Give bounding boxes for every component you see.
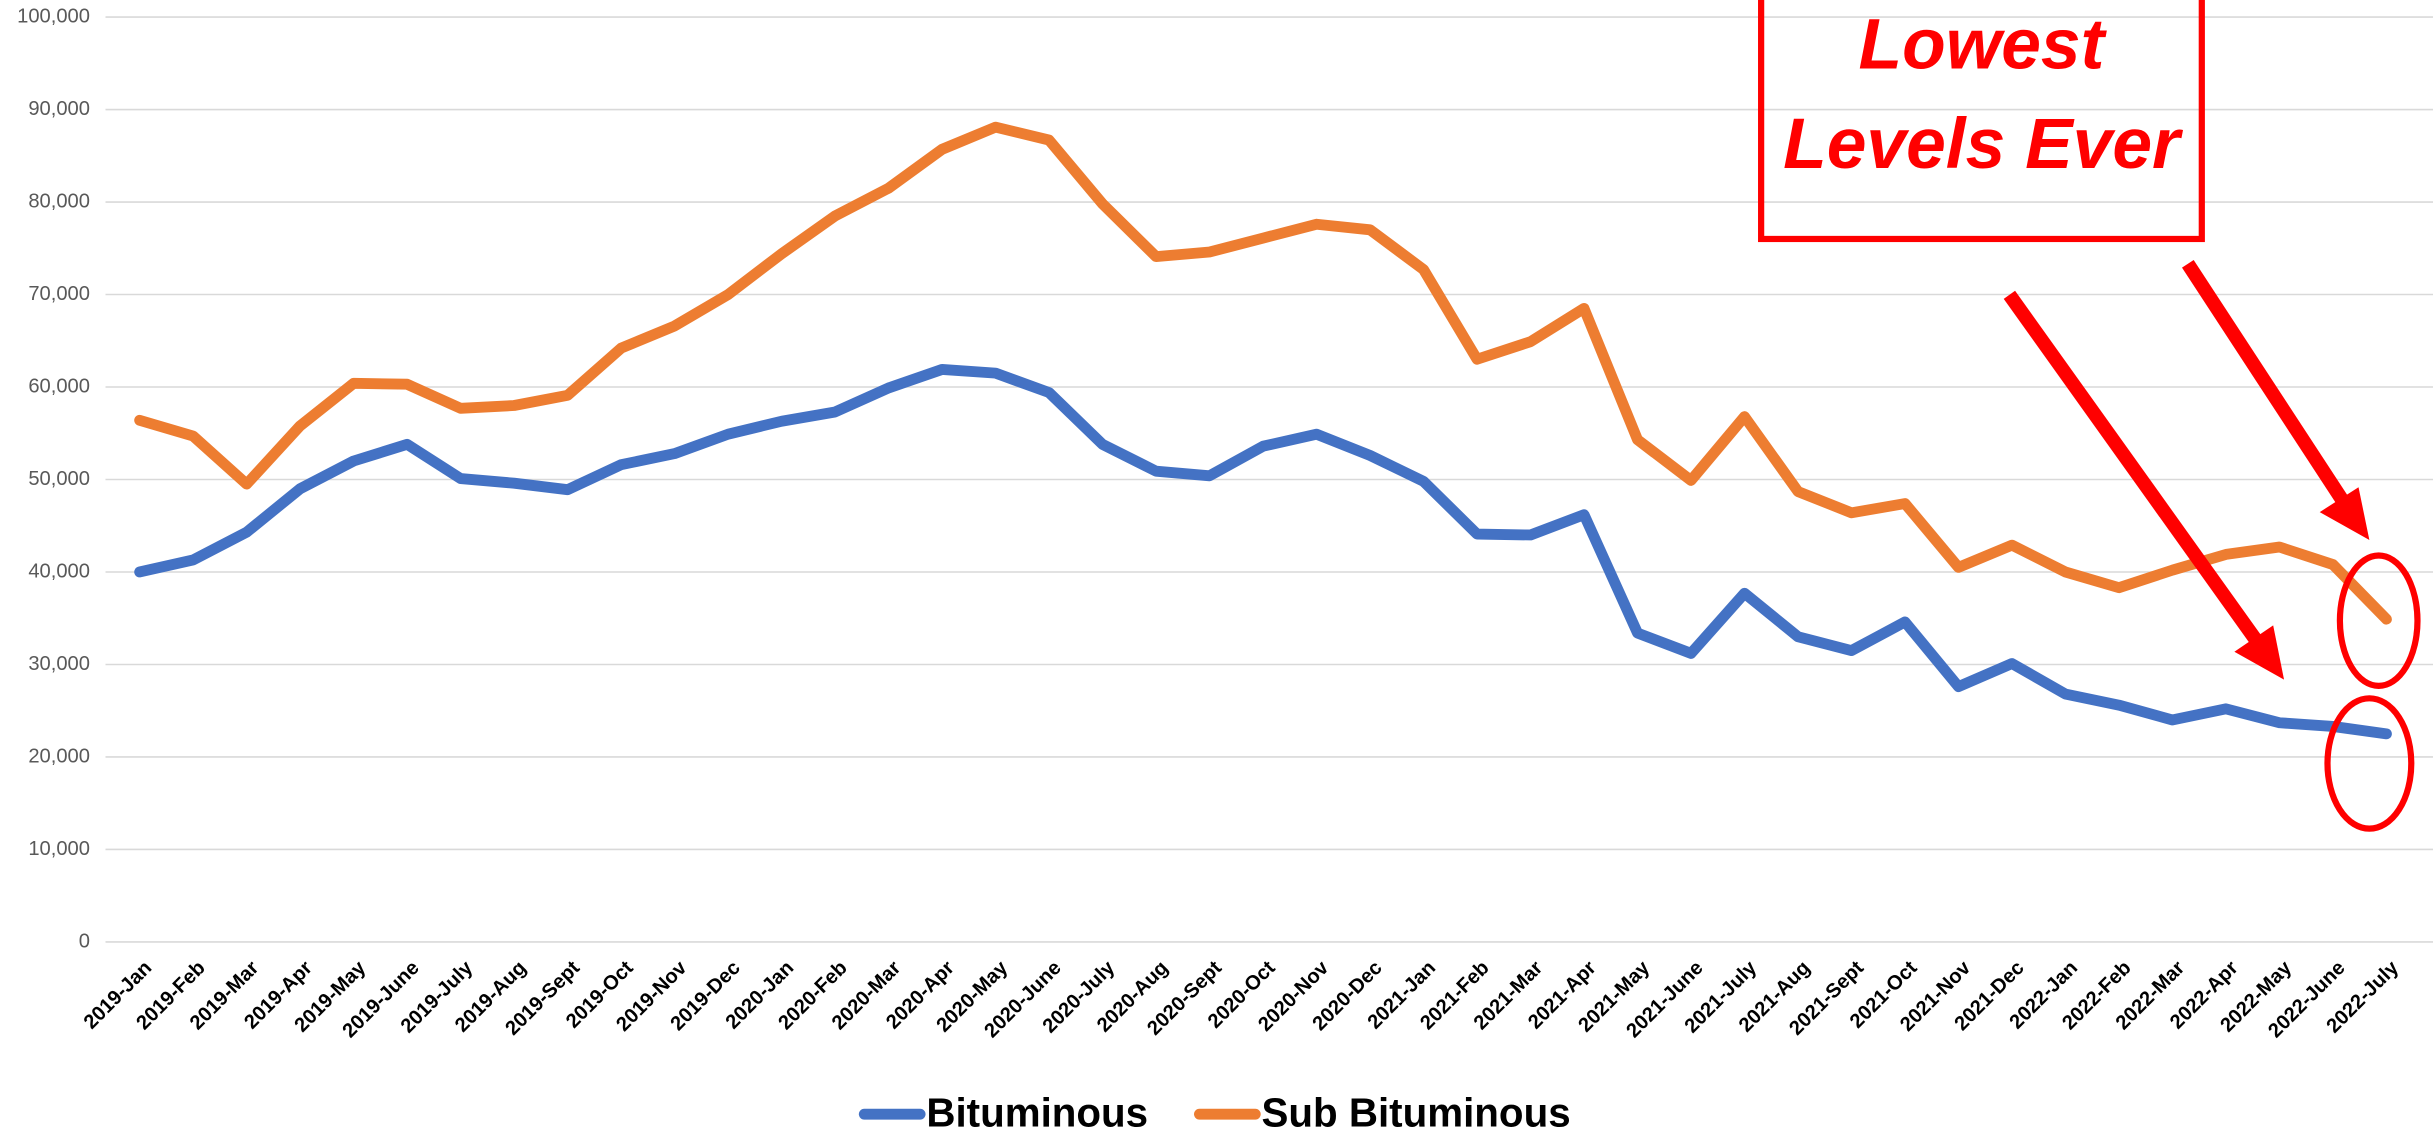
y-tick-label: 100,000 (17, 5, 90, 27)
y-tick-label: 50,000 (28, 468, 90, 490)
annotation-text: Levels Ever (1783, 104, 2184, 184)
y-tick-label: 90,000 (28, 98, 90, 120)
y-tick-label: 80,000 (28, 190, 90, 212)
annotation-shapes (1758, 0, 2421, 832)
y-tick-label: 10,000 (28, 838, 90, 860)
arrowhead (2234, 625, 2285, 680)
arrowhead (2319, 487, 2370, 541)
series-line (134, 121, 2392, 625)
annotation-box (1758, 0, 2205, 243)
highlight-circle (2324, 695, 2415, 832)
arrow (2181, 259, 2349, 506)
y-tick-label: 0 (79, 930, 90, 952)
legend-label: Sub Bituminous (1261, 1089, 1570, 1135)
arrow (2003, 290, 2264, 647)
y-tick-label: 60,000 (28, 375, 90, 397)
y-tick-label: 20,000 (28, 745, 90, 767)
legend-label: Bituminous (926, 1089, 1148, 1135)
series-line (134, 364, 2392, 740)
y-tick-label: 30,000 (28, 653, 90, 675)
y-tick-label: 70,000 (28, 283, 90, 305)
annotation-text: Lowest (1859, 5, 2108, 85)
y-tick-label: 40,000 (28, 560, 90, 582)
highlight-circle (2336, 552, 2421, 689)
